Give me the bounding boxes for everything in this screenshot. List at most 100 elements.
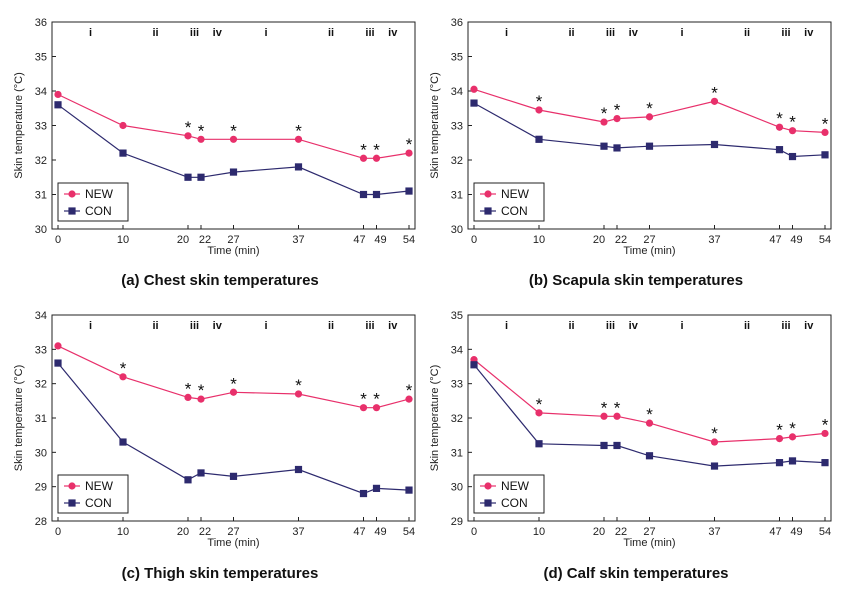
x-tick-label: 22 — [199, 526, 211, 538]
data-point-new — [372, 404, 381, 412]
data-point-new — [184, 132, 192, 140]
data-point-con — [359, 190, 368, 199]
significance-marker: * — [789, 113, 796, 132]
data-point-con — [775, 146, 784, 154]
phase-label: iv — [804, 27, 814, 39]
significance-marker: * — [776, 421, 783, 440]
significance-marker: * — [198, 381, 205, 400]
significance-marker: * — [614, 101, 621, 120]
data-point-con — [119, 149, 127, 157]
data-point-new — [710, 97, 719, 105]
x-tick-label: 37 — [292, 526, 304, 538]
phase-label: iv — [629, 320, 639, 332]
data-point-con — [372, 484, 381, 492]
phase-label: iv — [388, 27, 398, 39]
data-point-con — [294, 465, 303, 474]
x-tick-label: 27 — [227, 234, 239, 246]
y-tick-label: 30 — [35, 224, 47, 236]
y-tick-label: 32 — [451, 155, 463, 167]
phase-label: i — [89, 320, 92, 332]
y-tick-label: 34 — [35, 86, 47, 98]
significance-marker: * — [601, 398, 608, 417]
data-point-new — [184, 393, 192, 401]
data-point-new — [645, 113, 654, 121]
x-tick-label: 54 — [819, 234, 831, 246]
y-axis-label: Skin temperature (°C) — [13, 72, 25, 179]
legend-label-new: NEW — [501, 187, 530, 201]
x-tick-label: 37 — [292, 234, 304, 246]
x-tick-label: 22 — [199, 234, 211, 246]
significance-marker: * — [295, 121, 302, 140]
legend-label-new: NEW — [85, 187, 114, 201]
x-tick-label: 0 — [471, 526, 477, 538]
y-tick-label: 31 — [35, 413, 47, 425]
legend-marker — [68, 499, 76, 507]
data-point-new — [119, 121, 127, 130]
data-point-new — [54, 90, 62, 99]
y-axis-label: Skin temperature (°C) — [429, 365, 441, 472]
series-line-con — [57, 104, 410, 196]
chart-panel: 30 31 32 33 34 35 36 0 10 20 22 27 37 47 49 54 Time (min… — [13, 17, 416, 289]
phase-label: ii — [744, 320, 750, 332]
x-tick-label: 20 — [593, 526, 605, 538]
data-point-con — [600, 142, 608, 150]
data-point-new — [54, 342, 62, 350]
data-point-new — [229, 135, 238, 143]
data-point-con — [600, 441, 608, 450]
phase-label: ii — [328, 320, 334, 332]
y-tick-label: 31 — [35, 190, 47, 202]
x-tick-label: 47 — [769, 526, 781, 538]
y-tick-label: 29 — [35, 482, 47, 494]
data-point-con — [470, 99, 478, 107]
data-point-con — [54, 101, 62, 109]
y-tick-label: 35 — [35, 52, 47, 64]
significance-marker: * — [646, 405, 653, 424]
data-point-con — [405, 486, 413, 494]
legend-label-new: NEW — [85, 479, 114, 493]
panel-caption: (c) Thigh skin temperatures — [122, 565, 319, 582]
chart-panel: 29 30 31 32 33 34 35 0 10 20 22 27 37 47 49 54 Time (min… — [429, 310, 832, 582]
y-tick-label: 31 — [451, 190, 463, 202]
significance-marker: * — [789, 419, 796, 438]
y-tick-label: 36 — [451, 17, 463, 29]
legend-marker — [484, 207, 492, 215]
phase-label: iv — [213, 27, 223, 39]
y-axis-label: Skin temperature (°C) — [429, 72, 441, 179]
y-tick-label: 29 — [451, 516, 463, 528]
data-point-new — [197, 135, 205, 143]
legend-label-con: CON — [501, 496, 528, 510]
significance-marker: * — [536, 395, 543, 414]
y-tick-label: 32 — [35, 155, 47, 167]
y-tick-label: 35 — [451, 310, 463, 322]
x-tick-label: 54 — [819, 526, 831, 538]
legend-label-con: CON — [85, 204, 112, 218]
data-point-con — [229, 472, 238, 480]
phase-label: iii — [781, 27, 790, 39]
significance-marker: * — [776, 109, 783, 128]
y-tick-label: 28 — [35, 516, 47, 528]
data-point-con — [197, 173, 205, 181]
phase-label: iv — [388, 320, 398, 332]
x-tick-label: 37 — [708, 526, 720, 538]
significance-marker: * — [120, 359, 127, 378]
x-tick-label: 27 — [643, 234, 655, 246]
x-tick-label: 54 — [403, 526, 415, 538]
phase-label: ii — [328, 27, 334, 39]
legend-box — [473, 474, 545, 514]
legend-box — [57, 474, 129, 514]
data-point-con — [54, 359, 62, 367]
data-point-new — [821, 128, 829, 136]
data-point-con — [470, 361, 478, 369]
significance-marker: * — [198, 121, 205, 140]
phase-label: i — [680, 320, 683, 332]
panel-caption: (b) Scapula skin temperatures — [529, 272, 743, 289]
data-point-new — [119, 373, 127, 381]
panel-caption: (a) Chest skin temperatures — [121, 272, 319, 289]
phase-label: iii — [365, 320, 374, 332]
legend-box — [473, 182, 545, 222]
x-tick-label: 49 — [790, 234, 802, 246]
data-point-con — [788, 152, 797, 161]
data-point-con — [405, 187, 413, 195]
y-tick-label: 33 — [35, 121, 47, 133]
data-point-new — [710, 438, 719, 446]
